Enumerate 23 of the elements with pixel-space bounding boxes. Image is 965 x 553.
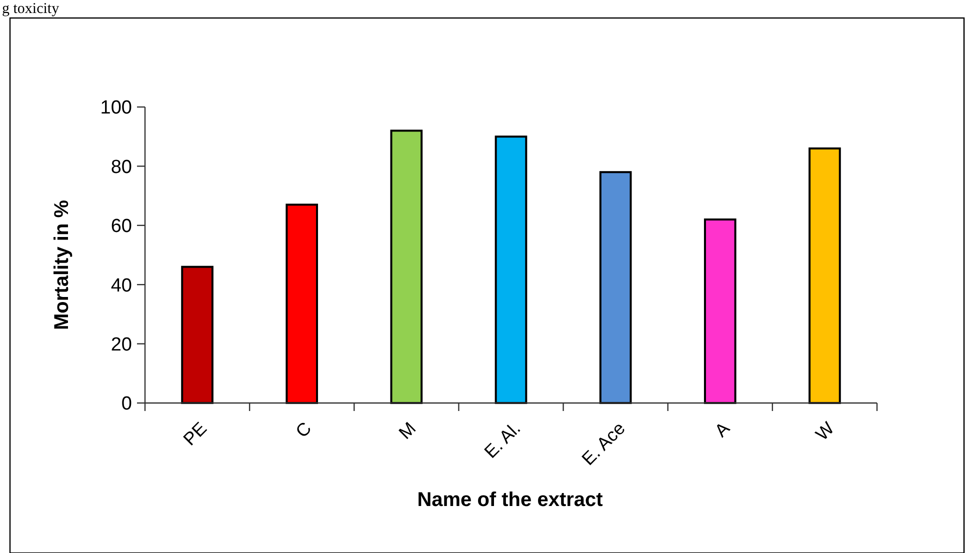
- chart-title: g toxicity: [2, 1, 60, 17]
- x-axis-title: Name of the extract: [417, 489, 604, 511]
- y-tick-label: 0: [121, 394, 132, 415]
- x-tick-label: E. Al.: [480, 418, 524, 462]
- x-tick-label: PE: [179, 418, 211, 450]
- y-tick-label: 40: [110, 275, 132, 296]
- bar: [390, 130, 423, 404]
- x-tick-label: E. Ace: [578, 418, 629, 470]
- bar: [181, 266, 214, 404]
- x-tick-label: M: [394, 418, 420, 443]
- x-tick-label: W: [812, 418, 838, 444]
- x-tick-label: C: [292, 418, 316, 442]
- y-axis-title: Mortality in %: [51, 200, 73, 330]
- x-tick-label: A: [710, 418, 734, 441]
- bar: [704, 218, 736, 404]
- y-tick-label: 100: [100, 98, 132, 119]
- y-tick-label: 20: [110, 334, 132, 356]
- y-tick-label: 60: [110, 216, 132, 238]
- bar: [808, 147, 841, 404]
- y-tick-label: 80: [110, 156, 132, 178]
- bar: [286, 204, 318, 404]
- bar: [494, 136, 528, 404]
- bar: [599, 171, 632, 404]
